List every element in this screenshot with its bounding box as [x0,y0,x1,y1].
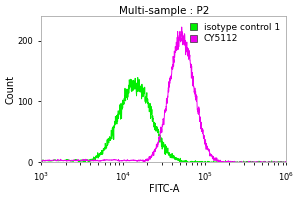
Y-axis label: Count: Count [6,75,16,104]
Legend: isotype control 1, CY5112: isotype control 1, CY5112 [188,21,282,45]
X-axis label: FITC-A: FITC-A [148,184,179,194]
Title: Multi-sample : P2: Multi-sample : P2 [118,6,209,16]
